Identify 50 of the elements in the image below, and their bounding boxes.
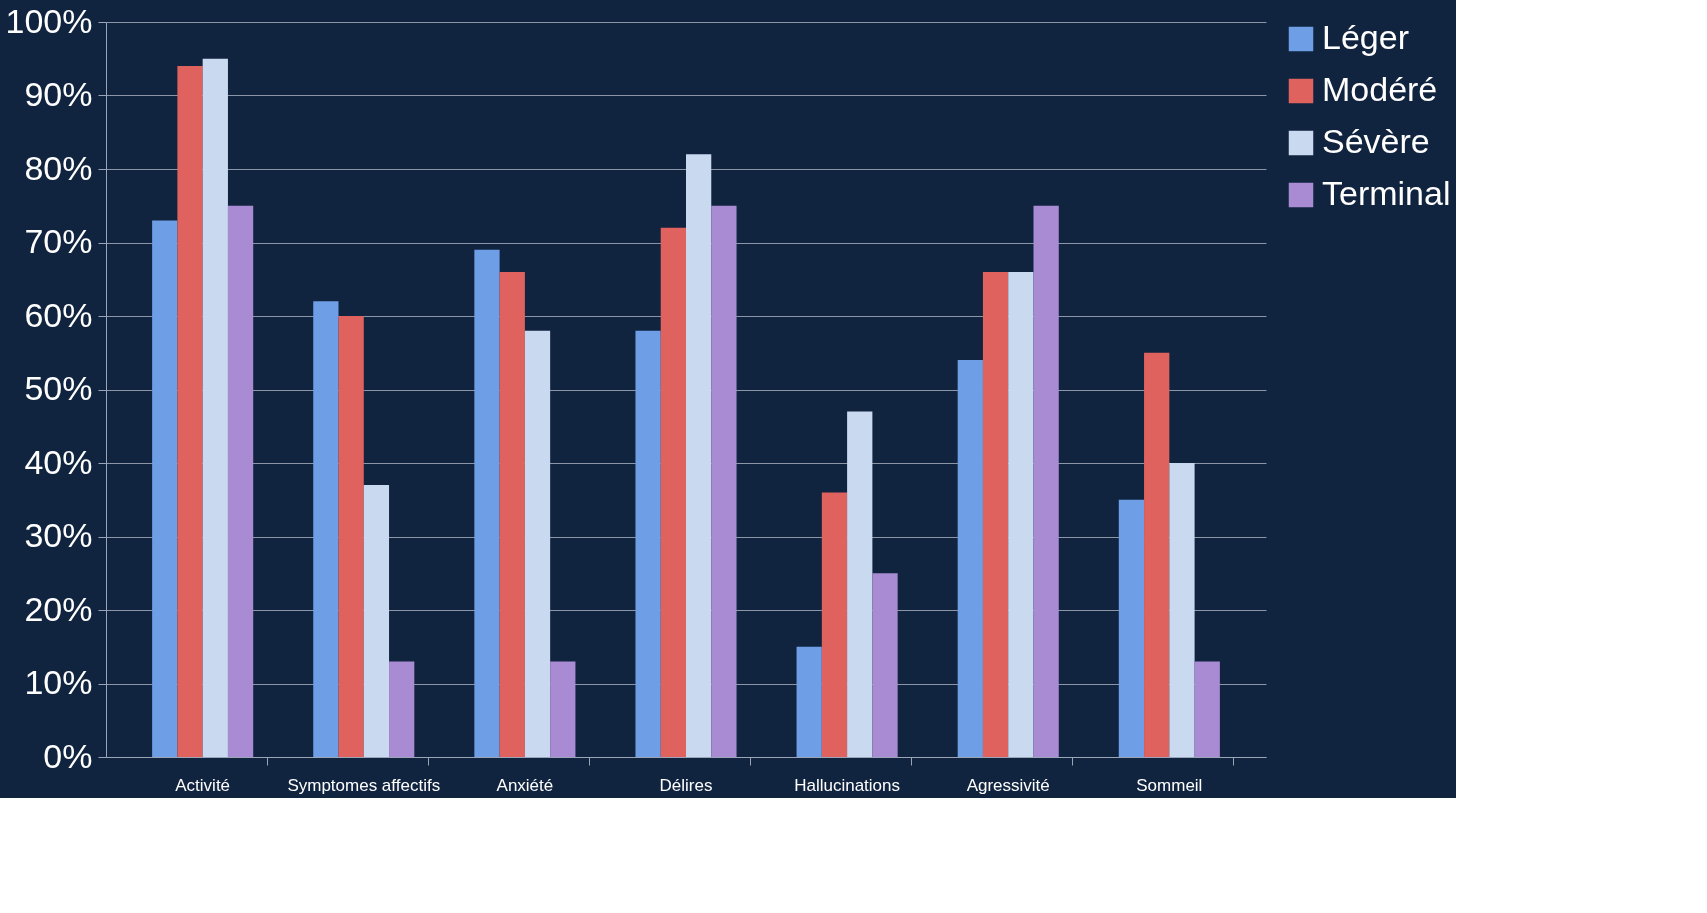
y-tick-label: 70%	[24, 222, 93, 260]
y-tick-label: 40%	[24, 442, 93, 481]
bar	[660, 227, 686, 757]
y-tick-label: 90%	[24, 75, 93, 113]
x-tick-label: Activité	[175, 775, 231, 795]
bar	[711, 205, 737, 757]
bar	[635, 330, 661, 757]
y-tick-label: 60%	[24, 295, 93, 334]
y-tick-label: 100%	[5, 1, 93, 40]
bar	[796, 646, 822, 757]
bar	[202, 58, 228, 757]
y-tick-label: 50%	[24, 369, 93, 407]
x-tick-label: Sommeil	[1136, 775, 1203, 795]
bar	[177, 66, 203, 757]
bar	[152, 220, 178, 757]
bar	[338, 316, 364, 757]
x-tick-label: Délires	[659, 775, 713, 795]
bar	[1169, 463, 1195, 757]
y-tick-label: 30%	[24, 516, 93, 554]
x-tick-label: Anxiété	[496, 775, 554, 795]
bar	[1033, 205, 1059, 757]
bar	[872, 573, 898, 757]
bar	[474, 249, 500, 757]
bar	[313, 301, 339, 757]
bar	[550, 661, 576, 757]
y-tick-label: 20%	[24, 589, 93, 628]
x-tick-label: Agressivité	[966, 775, 1050, 795]
legend-label: Terminal	[1322, 174, 1451, 212]
bar	[957, 360, 983, 757]
bar	[1118, 499, 1145, 757]
bar	[1144, 352, 1170, 757]
bar	[499, 271, 525, 757]
legend-label: Léger	[1322, 18, 1409, 56]
bar	[524, 330, 551, 757]
bar	[389, 661, 415, 757]
bar	[1194, 661, 1220, 757]
y-tick-label: 10%	[24, 663, 93, 701]
bar	[982, 271, 1009, 757]
y-tick-label: 80%	[24, 148, 93, 187]
bar	[1008, 271, 1034, 757]
bar	[686, 154, 712, 757]
x-tick-label: Symptomes affectifs	[287, 775, 441, 795]
bar	[821, 492, 848, 757]
bar	[847, 411, 873, 757]
legend-label: Sévère	[1322, 122, 1430, 160]
y-tick-label: 0%	[43, 736, 93, 775]
x-tick-label: Hallucinations	[794, 775, 901, 795]
legend-label: Modéré	[1322, 70, 1438, 108]
bar	[363, 485, 390, 757]
bar	[227, 205, 254, 757]
